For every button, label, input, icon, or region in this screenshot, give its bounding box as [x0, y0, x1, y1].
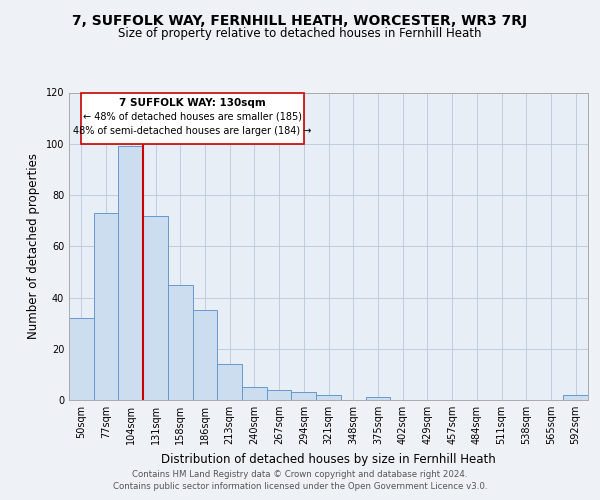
Bar [69, 318, 94, 400]
Text: 48% of semi-detached houses are larger (184) →: 48% of semi-detached houses are larger (… [73, 126, 312, 136]
Bar [365, 398, 390, 400]
Text: Contains HM Land Registry data © Crown copyright and database right 2024.: Contains HM Land Registry data © Crown c… [132, 470, 468, 479]
Bar [292, 392, 316, 400]
Bar [217, 364, 242, 400]
FancyBboxPatch shape [82, 92, 304, 144]
Text: Size of property relative to detached houses in Fernhill Heath: Size of property relative to detached ho… [118, 28, 482, 40]
Bar [94, 213, 118, 400]
X-axis label: Distribution of detached houses by size in Fernhill Heath: Distribution of detached houses by size … [161, 452, 496, 466]
Bar [563, 395, 588, 400]
Text: 7, SUFFOLK WAY, FERNHILL HEATH, WORCESTER, WR3 7RJ: 7, SUFFOLK WAY, FERNHILL HEATH, WORCESTE… [73, 14, 527, 28]
Y-axis label: Number of detached properties: Number of detached properties [27, 153, 40, 339]
Bar [316, 395, 341, 400]
Bar [267, 390, 292, 400]
Bar [168, 284, 193, 400]
Bar [118, 146, 143, 400]
Bar [193, 310, 217, 400]
Text: ← 48% of detached houses are smaller (185): ← 48% of detached houses are smaller (18… [83, 112, 302, 122]
Bar [143, 216, 168, 400]
Text: 7 SUFFOLK WAY: 130sqm: 7 SUFFOLK WAY: 130sqm [119, 98, 266, 108]
Bar [242, 387, 267, 400]
Text: Contains public sector information licensed under the Open Government Licence v3: Contains public sector information licen… [113, 482, 487, 491]
